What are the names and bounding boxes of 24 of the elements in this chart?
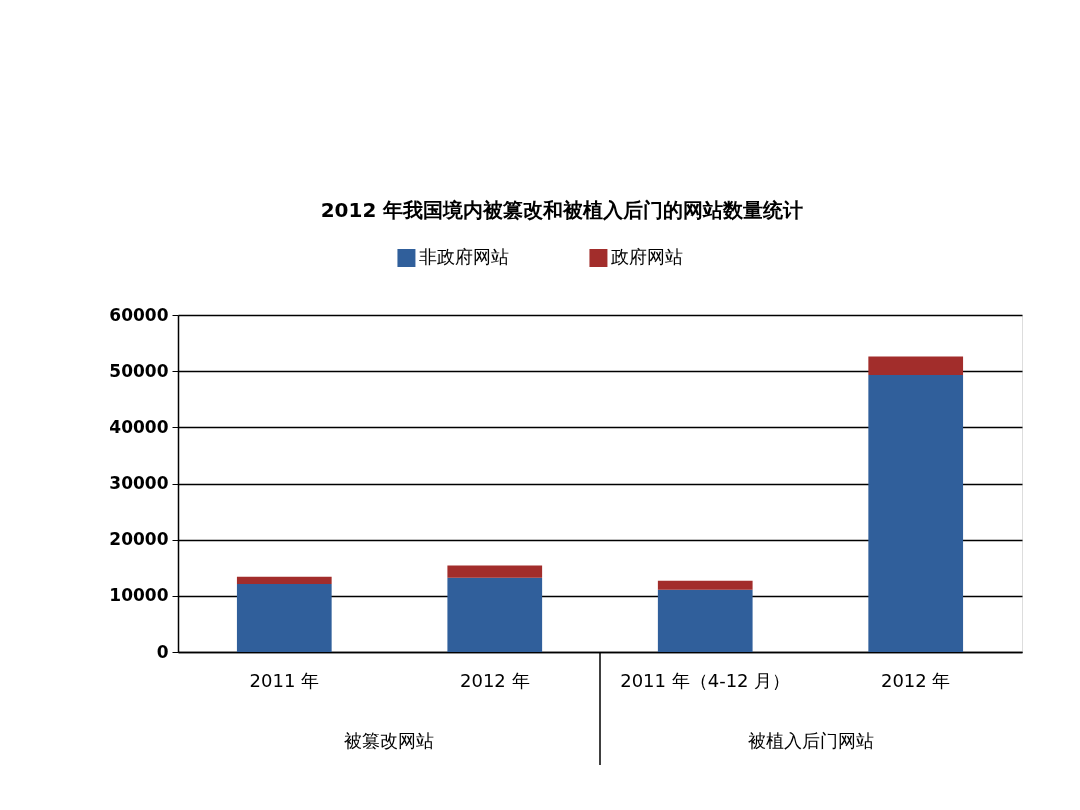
- chart-title: 2012 年我国境内被篡改和被植入后门的网站数量统计: [320, 198, 804, 222]
- text: 被植入后门网站: [748, 730, 874, 751]
- x-tick-label: 2012 年: [880, 669, 951, 691]
- x-tick-label: 2011 年（4-12 月）: [620, 669, 791, 691]
- bar: [657, 589, 753, 652]
- text: 被篡改网站: [344, 730, 434, 751]
- bar: [868, 356, 964, 376]
- x-tick-label: 2012 年: [460, 669, 530, 691]
- y-tick-label: 30000: [109, 473, 169, 493]
- y-tick-label: 10000: [109, 585, 169, 606]
- legend-label: 政府网站: [611, 246, 684, 267]
- y-tick-label: 20000: [109, 529, 169, 550]
- bar: [657, 580, 753, 590]
- y-tick-label: 0: [156, 641, 169, 662]
- bar: [447, 565, 543, 578]
- x-tick-label: 2011 年: [249, 669, 320, 691]
- bar: [236, 584, 332, 652]
- bar: [868, 375, 964, 652]
- y-tick-label: 50000: [109, 360, 169, 381]
- y-tick-label: 40000: [109, 416, 169, 437]
- bar: [236, 576, 332, 585]
- y-tick-label: 60000: [109, 304, 169, 325]
- bar: [447, 577, 543, 652]
- legend-label: 非政府网站: [419, 246, 510, 267]
